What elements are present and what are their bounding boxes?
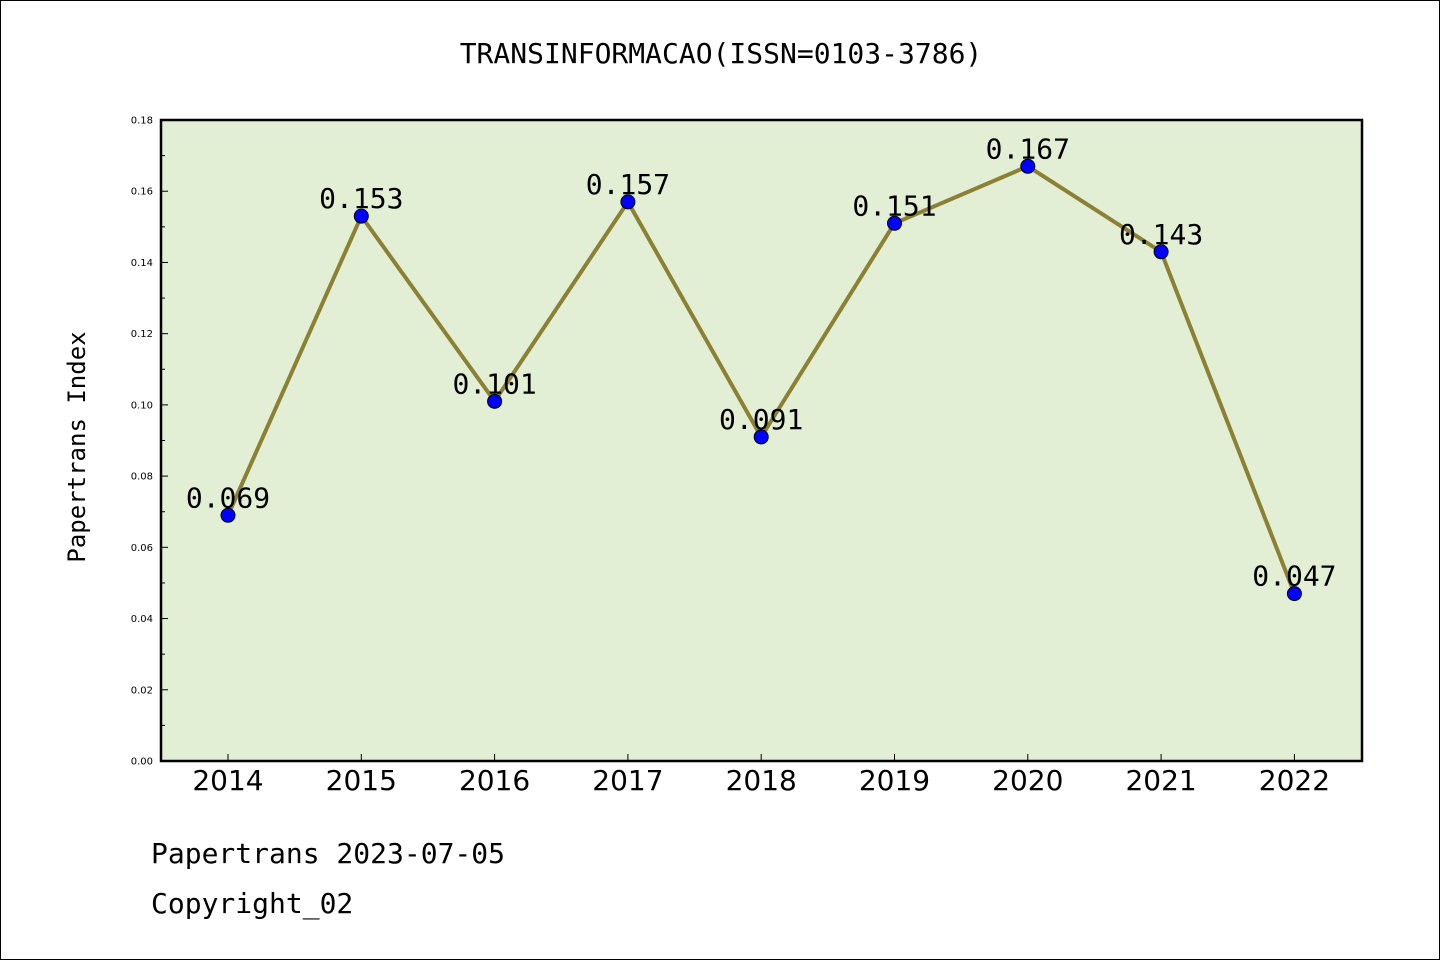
y-tick-label: 0.14 <box>131 258 153 269</box>
data-point <box>1286 586 1302 602</box>
chart-title: TRANSINFORMACAO(ISSN=0103-3786) <box>459 37 983 70</box>
y-tick-label: 0.18 <box>131 116 153 127</box>
data-label: 0.069 <box>186 481 270 514</box>
data-point <box>1153 244 1169 260</box>
x-tick-label: 2017 <box>592 764 663 797</box>
y-tick-label: 0.04 <box>131 614 153 625</box>
footer-date: Papertrans 2023-07-05 <box>151 837 506 870</box>
x-tick-label: 2015 <box>326 764 397 797</box>
y-tick-label: 0.02 <box>131 685 153 696</box>
y-tick-label: 0.08 <box>131 472 153 483</box>
y-tick-label: 0.12 <box>131 329 153 340</box>
data-label: 0.157 <box>586 168 670 201</box>
data-label: 0.167 <box>986 132 1070 165</box>
data-point <box>887 215 902 231</box>
data-point <box>487 393 503 409</box>
x-tick-label: 2018 <box>726 764 797 797</box>
x-tick-label: 2016 <box>459 764 530 797</box>
y-tick-label: 0.16 <box>131 187 153 198</box>
plot-frame <box>159 118 1364 763</box>
data-label: 0.101 <box>452 367 536 400</box>
data-point <box>220 507 236 523</box>
data-label: 0.091 <box>719 403 803 436</box>
footer-copyright: Copyright_02 <box>151 887 354 920</box>
data-label: 0.153 <box>319 182 403 215</box>
x-tick-label: 2022 <box>1259 764 1330 797</box>
data-point <box>753 429 769 445</box>
y-tick-label: 0.06 <box>131 543 153 554</box>
y-tick-label: 0.10 <box>131 400 153 411</box>
y-tick-label: 0.00 <box>131 757 153 768</box>
data-point <box>353 208 369 224</box>
data-point <box>620 194 636 210</box>
x-tick-label: 2021 <box>1125 764 1196 797</box>
x-tick-label: 2019 <box>859 764 930 797</box>
data-label: 0.047 <box>1252 560 1336 593</box>
data-label: 0.143 <box>1119 218 1203 251</box>
data-point <box>1020 158 1036 174</box>
data-label: 0.151 <box>852 189 936 222</box>
x-tick-label: 2020 <box>992 764 1063 797</box>
x-tick-label: 2014 <box>192 764 263 797</box>
